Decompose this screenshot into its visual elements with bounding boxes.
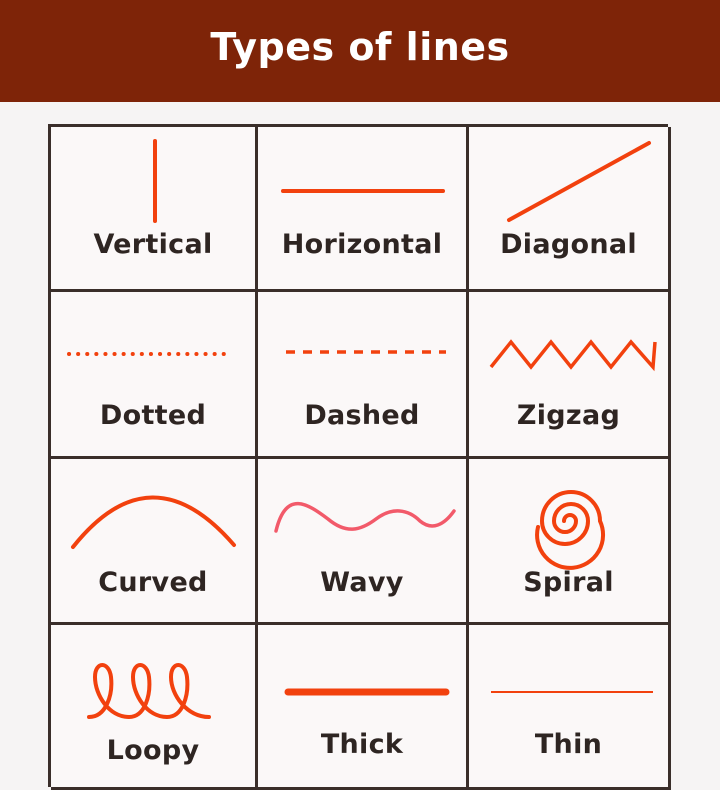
title-banner: Types of lines — [0, 0, 720, 102]
line-types-grid: Vertical Horizontal Diagonal Dotted Dash… — [48, 124, 671, 790]
cell-thin: Thin — [469, 625, 671, 790]
cell-diagonal: Diagonal — [469, 127, 671, 292]
thin-line-sample — [491, 691, 653, 693]
label-dashed: Dashed — [304, 400, 420, 431]
label-diagonal: Diagonal — [500, 229, 637, 260]
label-zigzag: Zigzag — [516, 400, 621, 431]
dashed-line-sample — [286, 350, 446, 354]
curved-line-sample — [71, 495, 236, 549]
spiral-line-sample — [535, 490, 606, 570]
label-thick: Thick — [320, 729, 404, 760]
page-title: Types of lines — [210, 25, 510, 69]
label-dotted: Dotted — [99, 400, 207, 431]
cell-loopy: Loopy — [51, 625, 258, 790]
cell-vertical: Vertical — [51, 127, 258, 292]
dotted-line-sample — [67, 352, 233, 356]
label-thin: Thin — [534, 729, 603, 760]
cell-wavy: Wavy — [258, 459, 469, 625]
cell-thick: Thick — [258, 625, 469, 790]
diagonal-line-sample — [507, 141, 651, 222]
cell-dashed: Dashed — [258, 292, 469, 459]
label-horizontal: Horizontal — [281, 229, 443, 260]
label-wavy: Wavy — [320, 567, 404, 598]
loopy-line-sample — [87, 663, 211, 720]
cell-dotted: Dotted — [51, 292, 258, 459]
cell-zigzag: Zigzag — [469, 292, 671, 459]
label-vertical: Vertical — [93, 229, 213, 260]
wavy-line-sample — [274, 501, 456, 533]
horizontal-line-sample — [281, 189, 445, 193]
zigzag-line-sample — [489, 339, 657, 372]
label-curved: Curved — [98, 567, 208, 598]
cell-spiral: Spiral — [469, 459, 671, 625]
thick-line-sample — [284, 688, 450, 696]
cell-curved: Curved — [51, 459, 258, 625]
label-loopy: Loopy — [106, 735, 200, 766]
label-spiral: Spiral — [523, 567, 614, 598]
vertical-line-sample — [153, 139, 157, 223]
cell-horizontal: Horizontal — [258, 127, 469, 292]
